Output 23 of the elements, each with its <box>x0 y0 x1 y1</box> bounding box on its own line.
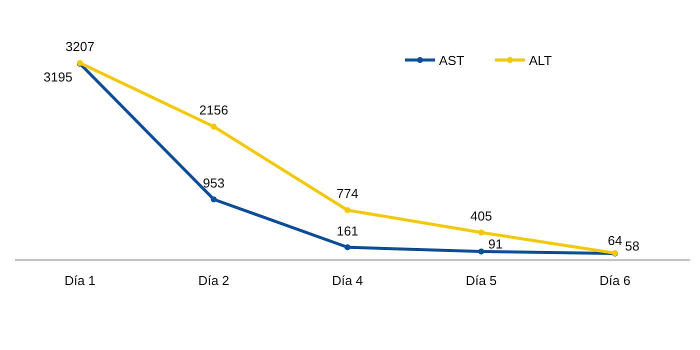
data-label: 405 <box>470 208 492 224</box>
x-tick-label: Día 1 <box>64 273 96 288</box>
point <box>210 124 217 130</box>
point <box>478 248 484 254</box>
data-label: 64 <box>608 233 622 248</box>
data-label: 2156 <box>199 102 228 118</box>
x-tick-label: Día 6 <box>599 273 631 288</box>
data-label: 58 <box>625 238 640 254</box>
point <box>344 207 350 214</box>
x-tick-label: Día 5 <box>466 273 497 288</box>
x-tick-label: Día 2 <box>198 273 230 288</box>
data-label: 774 <box>336 186 358 202</box>
data-label: 161 <box>336 223 358 238</box>
data-label: 91 <box>488 236 503 252</box>
point <box>344 244 350 250</box>
point <box>478 230 484 236</box>
x-tick-label: Día 4 <box>332 273 364 288</box>
point <box>210 196 217 202</box>
data-label: 953 <box>202 175 225 190</box>
legend-label: ALT <box>529 53 552 68</box>
legend-label: AST <box>439 53 464 68</box>
data-label: 3207 <box>66 39 94 54</box>
data-label: 3195 <box>44 70 72 85</box>
